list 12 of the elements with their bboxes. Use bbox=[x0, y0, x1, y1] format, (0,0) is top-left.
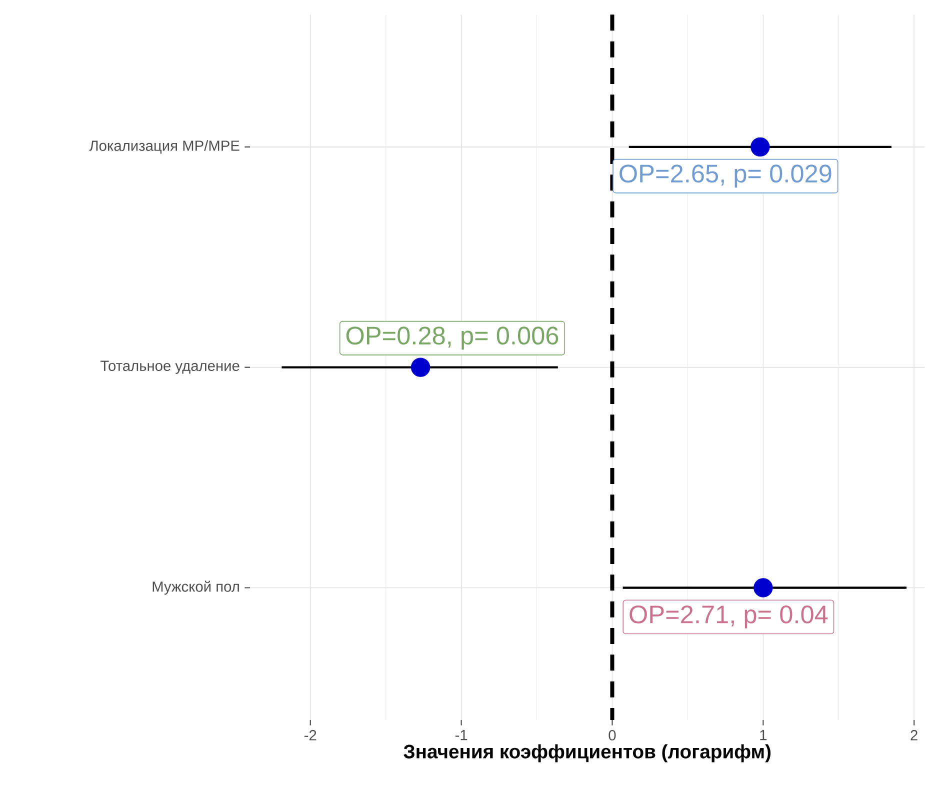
x-tick-label: 2 bbox=[910, 730, 918, 740]
x-tick-label: -2 bbox=[304, 730, 316, 740]
annotation: OP=0.28, p= 0.006 bbox=[346, 326, 558, 350]
x-axis-title: Значения коэффициентов (логарифм) bbox=[404, 744, 771, 762]
y-tick-label: Тотальное удаление bbox=[100, 360, 240, 374]
y-tick-label: Локализация МР/МРЕ bbox=[89, 140, 240, 154]
annotation: OP=2.65, p= 0.029 bbox=[620, 164, 832, 188]
x-tick-label: 0 bbox=[608, 730, 616, 740]
y-tick-label: Мужской пол bbox=[152, 580, 239, 595]
x-tick-label: -1 bbox=[455, 730, 468, 740]
x-tick-label: 1 bbox=[760, 730, 767, 740]
annotation: OP=2.71, p= 0.04 bbox=[630, 605, 828, 628]
